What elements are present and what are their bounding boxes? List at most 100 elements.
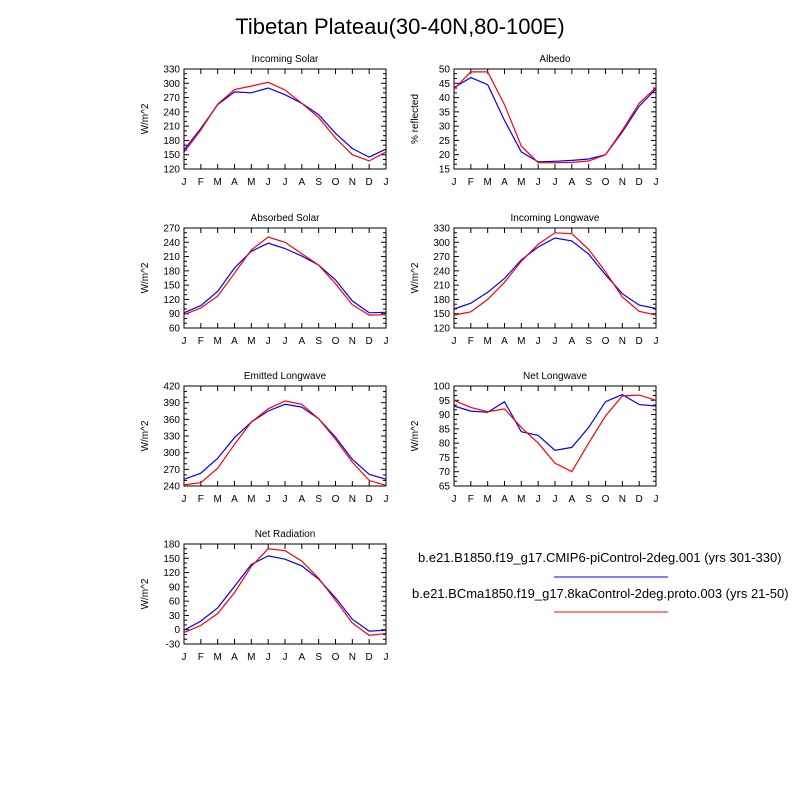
xtick-label-0-9: O [332,177,340,188]
ytick-label-4-1: 270 [163,465,180,476]
xtick-label-2-7: A [298,336,305,347]
ytick-label-5-0: 65 [439,482,451,493]
xtick-label-6-3: A [231,652,238,663]
ytick-label-0-0: 120 [163,165,180,176]
xtick-label-2-4: M [247,336,255,347]
xtick-label-1-11: D [636,177,643,188]
xtick-label-1-1: F [468,177,474,188]
ytick-label-6-0: -30 [166,640,181,651]
xtick-label-4-9: O [332,494,340,505]
xtick-label-1-12: J [654,177,659,188]
xtick-label-6-4: M [247,652,255,663]
series-line-5-1 [453,394,657,473]
ytick-label-3-2: 180 [433,295,450,306]
xtick-label-3-0: J [452,336,457,347]
xtick-label-3-7: A [568,336,575,347]
xtick-label-6-1: F [198,652,204,663]
xtick-label-2-10: N [349,336,356,347]
series-line-0-1 [183,81,387,162]
series-line-4-0 [183,403,387,480]
xtick-label-6-5: J [266,652,271,663]
panel-ylabel-6: W/m^2 [140,578,151,609]
series-line-6-1 [183,548,387,637]
series-line-3-1 [453,232,657,316]
ytick-label-3-0: 120 [433,324,450,335]
ytick-label-5-2: 75 [439,453,451,464]
xtick-label-1-6: J [553,177,558,188]
series-line-1-1 [453,71,657,164]
ytick-label-4-5: 390 [163,398,180,409]
ytick-label-1-3: 30 [439,122,451,133]
xtick-label-1-2: M [483,177,491,188]
panel-title-2: Absorbed Solar [251,213,321,224]
xtick-label-0-6: J [283,177,288,188]
xtick-label-4-5: J [266,494,271,505]
ytick-label-1-0: 15 [439,165,451,176]
xtick-label-4-7: A [298,494,305,505]
xtick-label-0-8: S [315,177,322,188]
xtick-label-4-8: S [315,494,322,505]
xtick-label-0-0: J [182,177,187,188]
panel-ylabel-5: W/m^2 [410,420,421,451]
ytick-label-4-6: 420 [163,382,180,393]
ytick-label-4-3: 330 [163,432,180,443]
xtick-label-5-12: J [654,494,659,505]
xtick-label-0-10: N [349,177,356,188]
xtick-label-5-7: A [568,494,575,505]
xtick-label-3-5: J [536,336,541,347]
ytick-label-6-3: 60 [169,597,181,608]
series-line-0-0 [183,87,387,158]
xtick-label-6-7: A [298,652,305,663]
panel-title-0: Incoming Solar [252,54,319,65]
xtick-label-6-0: J [182,652,187,663]
xtick-label-1-4: M [517,177,525,188]
xtick-label-4-1: F [198,494,204,505]
series-line-1-0 [453,76,657,163]
xtick-label-1-0: J [452,177,457,188]
xtick-label-6-10: N [349,652,356,663]
ytick-label-0-2: 180 [163,136,180,147]
xtick-label-2-1: F [198,336,204,347]
ytick-label-1-4: 35 [439,107,451,118]
xtick-label-5-10: N [619,494,626,505]
xtick-label-6-11: D [366,652,373,663]
xtick-label-4-6: J [283,494,288,505]
xtick-label-1-10: N [619,177,626,188]
xtick-label-0-11: D [366,177,373,188]
ytick-label-5-4: 85 [439,424,451,435]
xtick-label-4-12: J [384,494,389,505]
xtick-label-0-4: M [247,177,255,188]
ytick-label-5-6: 95 [439,396,451,407]
ytick-label-0-3: 210 [163,122,180,133]
panel-ylabel-1: % reflected [410,94,421,144]
xtick-label-3-12: J [654,336,659,347]
ytick-label-2-2: 120 [163,295,180,306]
xtick-label-4-2: M [213,494,221,505]
xtick-label-3-2: M [483,336,491,347]
xtick-label-5-2: M [483,494,491,505]
ytick-label-1-1: 20 [439,150,451,161]
xtick-label-6-12: J [384,652,389,663]
xtick-label-3-9: O [602,336,610,347]
ytick-label-6-5: 120 [163,568,180,579]
ytick-label-1-2: 25 [439,136,451,147]
xtick-label-3-4: M [517,336,525,347]
ytick-label-1-5: 40 [439,93,451,104]
panel-ylabel-0: W/m^2 [140,103,151,134]
xtick-label-1-3: A [501,177,508,188]
ytick-label-5-3: 80 [439,439,451,450]
panel-ylabel-2: W/m^2 [140,262,151,293]
ytick-label-4-4: 360 [163,415,180,426]
xtick-label-4-0: J [182,494,187,505]
xtick-label-0-2: M [213,177,221,188]
ytick-label-4-2: 300 [163,448,180,459]
xtick-label-3-8: S [585,336,592,347]
xtick-label-5-11: D [636,494,643,505]
ytick-label-2-7: 270 [163,224,180,235]
xtick-label-0-3: A [231,177,238,188]
xtick-label-2-6: J [283,336,288,347]
panel-title-4: Emitted Longwave [244,371,327,382]
xtick-label-1-7: A [568,177,575,188]
panel-frame-1 [453,68,657,170]
